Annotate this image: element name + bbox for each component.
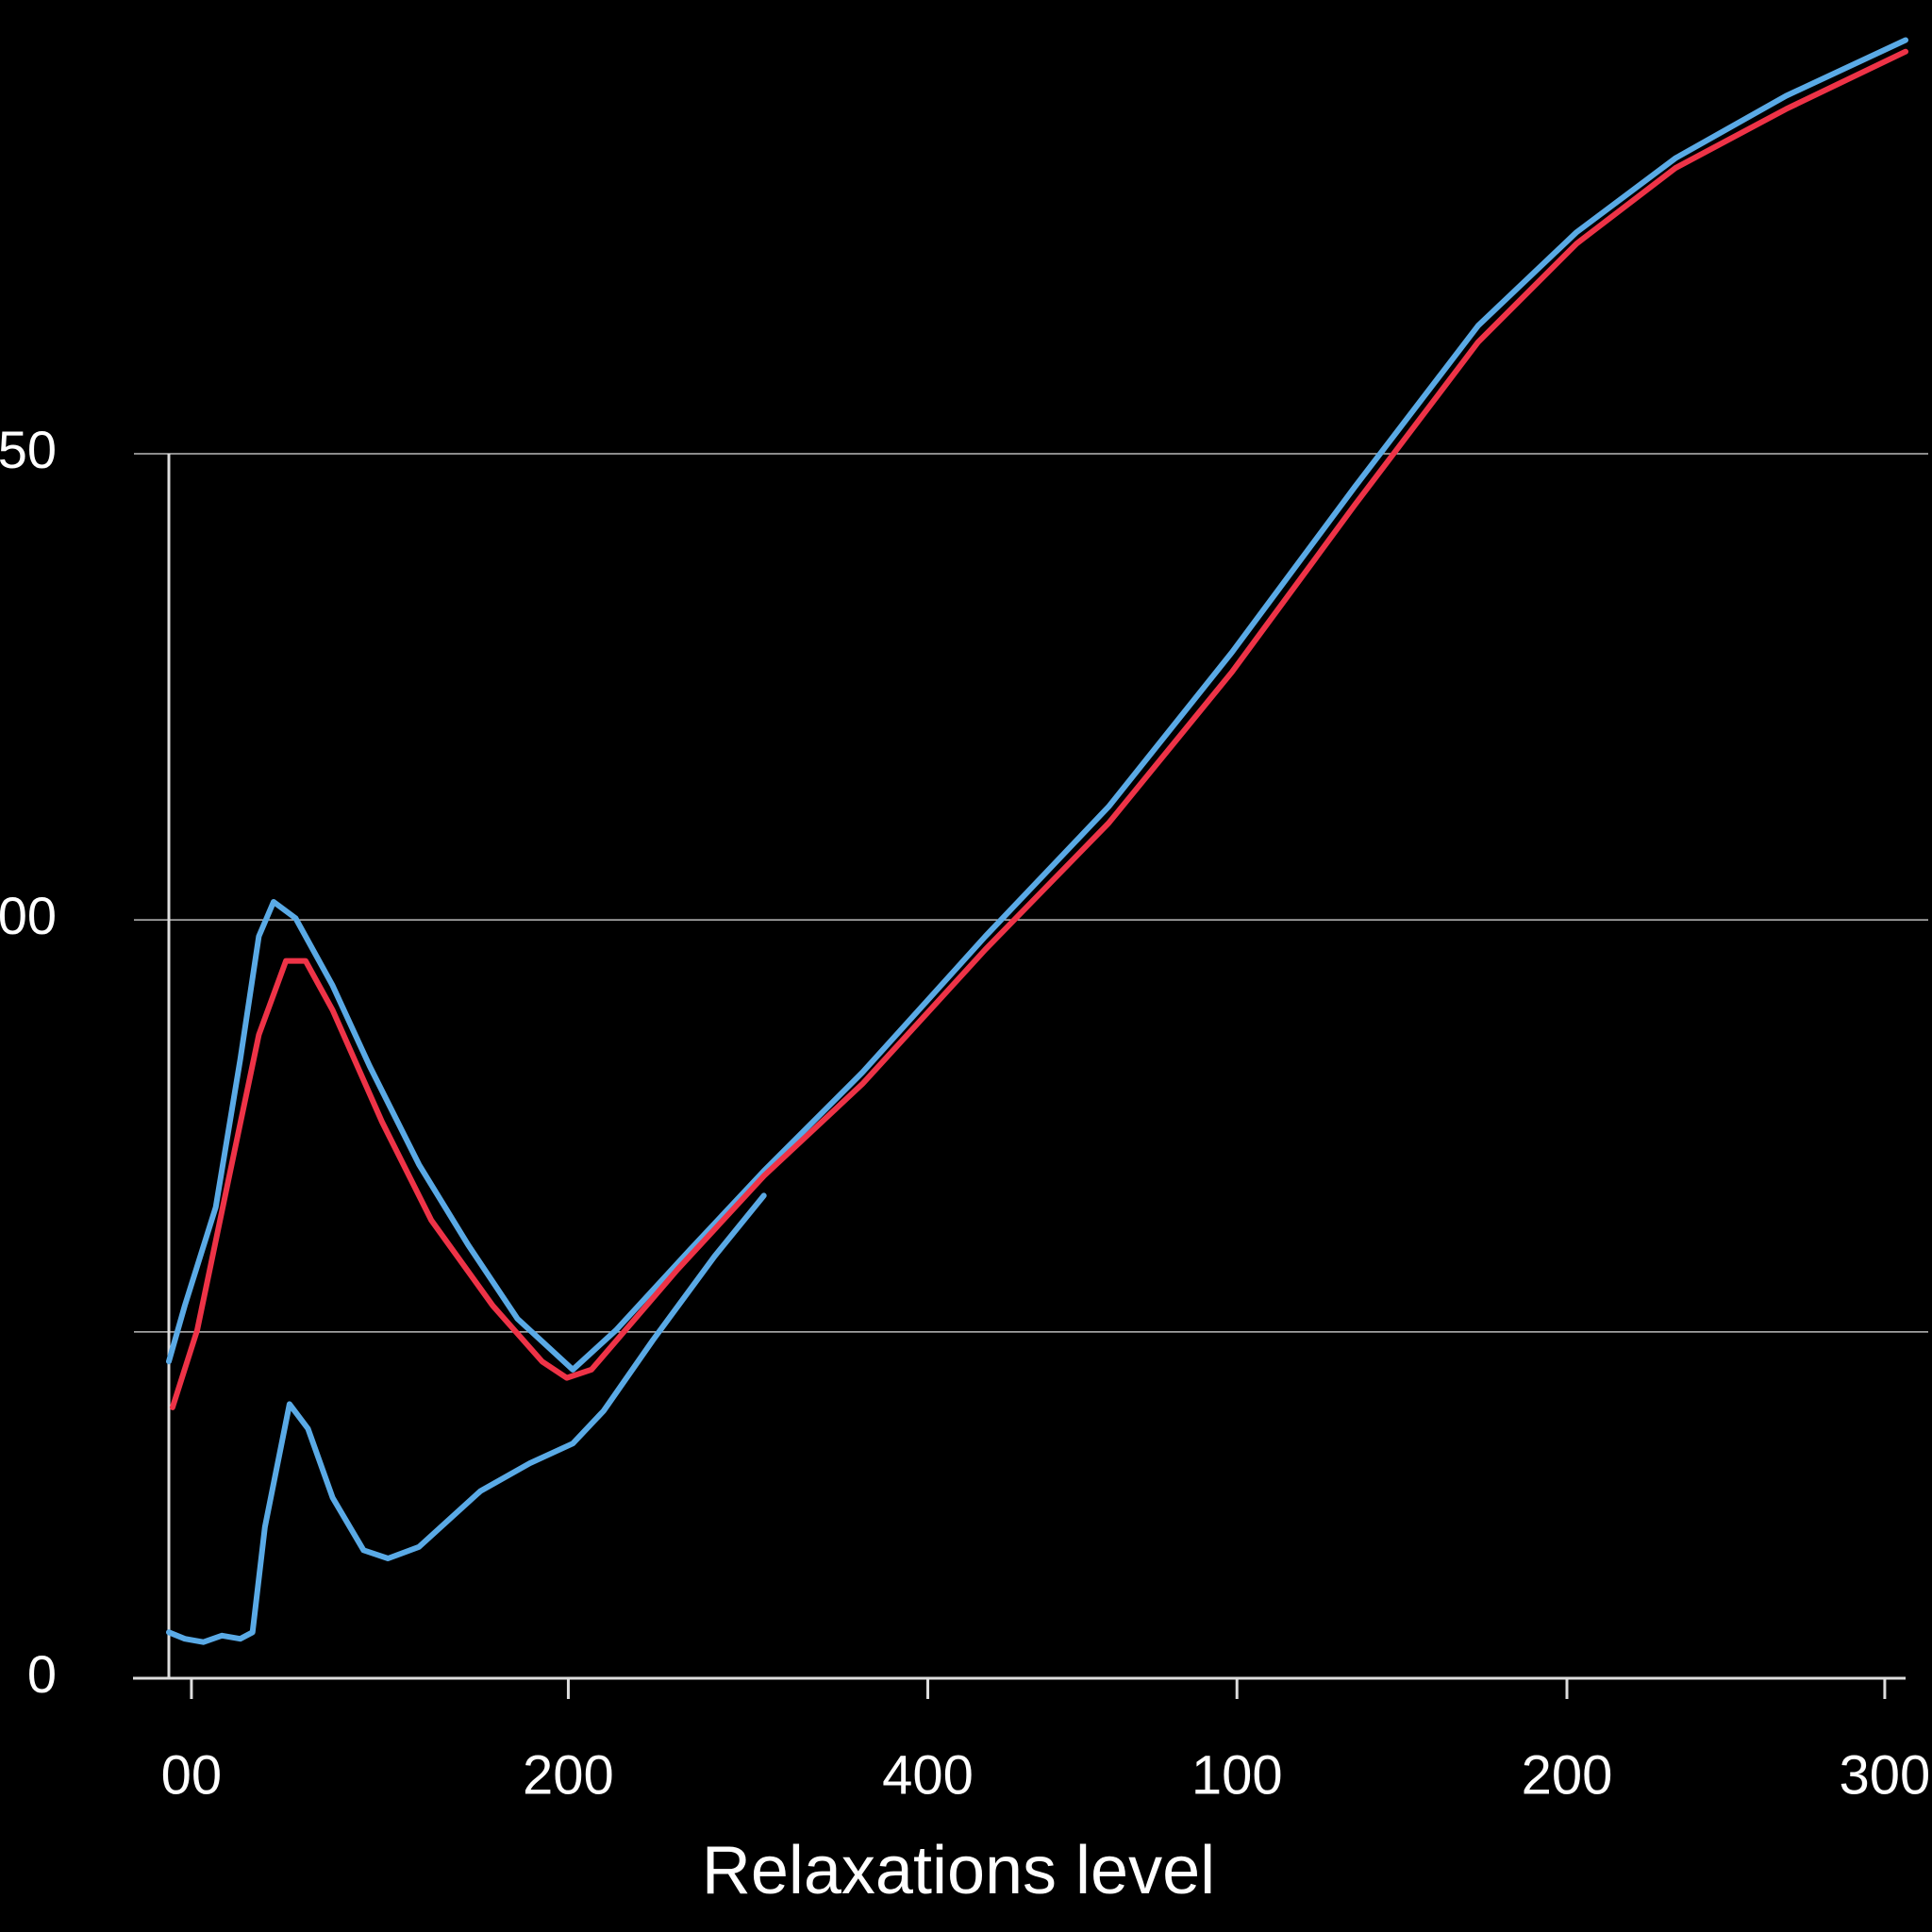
x-tick-label: 400 — [882, 1744, 974, 1806]
x-tick-label: 00 — [161, 1744, 223, 1806]
y-tick-label: 100 — [0, 886, 57, 945]
x-tick-label: 200 — [523, 1744, 614, 1806]
x-axis-label: Relaxations level — [702, 1833, 1215, 1908]
y-tick-label: 50 — [0, 420, 57, 479]
line-series — [169, 48, 1908, 1410]
x-tick-label: 200 — [1522, 1744, 1613, 1806]
x-tick-label: 300 — [1840, 1744, 1931, 1806]
y-tick-label: 0 — [27, 1644, 57, 1704]
line-series — [166, 37, 1908, 1373]
x-tick-label: 100 — [1191, 1744, 1283, 1806]
line-series — [166, 1192, 767, 1645]
